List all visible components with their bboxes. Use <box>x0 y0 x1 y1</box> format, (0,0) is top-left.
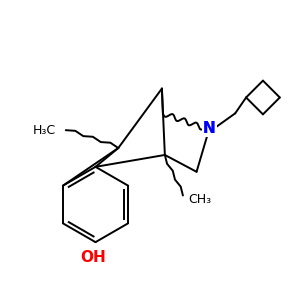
Text: H₃C: H₃C <box>33 124 56 137</box>
Text: N: N <box>203 121 216 136</box>
Text: OH: OH <box>81 250 106 266</box>
Text: CH₃: CH₃ <box>189 193 212 206</box>
Text: N: N <box>203 121 216 136</box>
